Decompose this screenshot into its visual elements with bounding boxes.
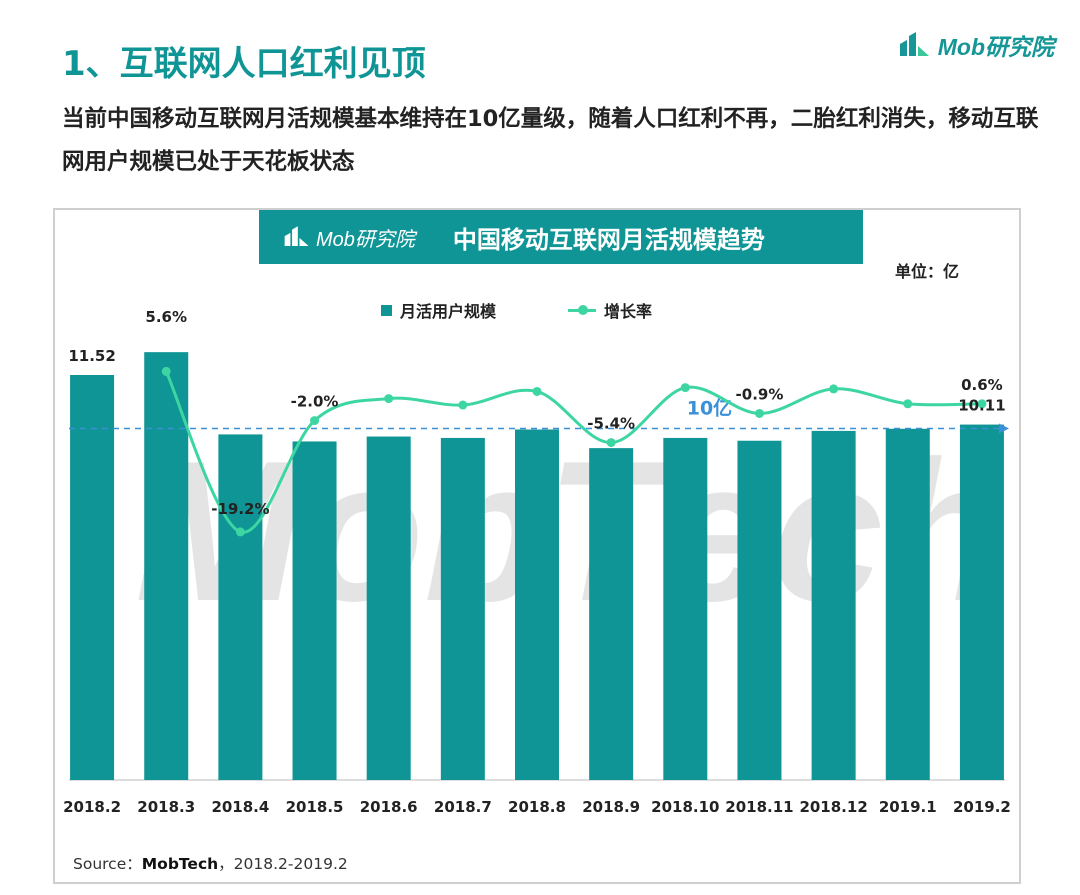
growth-rate-point	[829, 384, 839, 394]
source-org: MobTech	[141, 855, 219, 873]
x-tick-label: 2019.1	[879, 798, 937, 816]
source-note: Source：MobTech，2018.2-2019.2	[73, 852, 348, 874]
growth-rate-point	[310, 416, 320, 426]
chart-panel: MobTech 10亿 2018.2 11.52 2018.3 2018.4 2018.…	[53, 208, 1021, 884]
brand-logo-icon	[899, 32, 929, 56]
x-tick-label: 2018.11	[725, 798, 793, 816]
growth-rate-label: -0.9%	[736, 385, 784, 403]
growth-rate-label: -19.2%	[211, 500, 269, 518]
reference-label: 10亿	[687, 396, 732, 419]
growth-rate-point	[161, 366, 171, 376]
bar	[292, 441, 337, 780]
growth-rate-point	[384, 394, 394, 404]
growth-rate-point	[532, 386, 542, 396]
watermark-text: MobTech	[135, 420, 1005, 643]
x-tick-label: 2019.2	[953, 798, 1011, 816]
bar	[70, 375, 115, 780]
bar-data-label: 11.52	[68, 347, 115, 365]
legend-line-label: 增长率	[604, 302, 653, 321]
growth-rate-point	[754, 408, 764, 418]
bar	[589, 448, 634, 780]
bar	[218, 434, 263, 780]
bar	[885, 428, 930, 780]
x-tick-label: 2018.3	[137, 798, 195, 816]
bar	[737, 440, 782, 780]
bar	[440, 437, 485, 780]
chart-title-banner: Mob研究院 中国移动互联网月活规模趋势	[259, 210, 863, 264]
banner-brand: Mob研究院	[283, 223, 415, 252]
growth-rate-label: -5.4%	[587, 415, 635, 433]
bar	[959, 424, 1004, 780]
bar	[515, 429, 559, 780]
x-tick-label: 2018.12	[799, 798, 867, 816]
bar-data-label: 10.11	[958, 397, 1005, 415]
x-tick-label: 2018.5	[286, 798, 344, 816]
growth-rate-label: 5.6%	[145, 308, 187, 326]
legend-line-swatch	[568, 305, 597, 315]
x-tick-label: 2018.4	[211, 798, 269, 816]
page-subtitle: 当前中国移动互联网月活规模基本维持在10亿量级，随着人口红利不再，二胎红利消失，…	[62, 106, 1039, 175]
bar	[663, 437, 708, 780]
growth-rate-label: -2.0%	[291, 393, 339, 411]
growth-rate-point	[458, 400, 468, 410]
reference-arrow	[999, 423, 1009, 434]
chart-legend: 月活用户规模 增长率	[381, 298, 652, 322]
source-range: ，2018.2-2019.2	[218, 855, 348, 873]
source-prefix: Source：	[73, 855, 142, 873]
x-tick-label: 2018.9	[582, 798, 640, 816]
growth-rate-point	[903, 399, 913, 409]
banner-logo-icon	[284, 226, 309, 247]
brand-name: Mob研究院	[937, 34, 1054, 60]
x-tick-label: 2018.2	[63, 798, 121, 816]
bar	[811, 430, 856, 780]
growth-rate-point	[235, 527, 245, 537]
growth-rate-point	[680, 383, 690, 393]
brand-logo: Mob研究院	[898, 28, 1054, 62]
growth-rate-point	[606, 438, 616, 448]
legend-bar-label: 月活用户规模	[400, 302, 497, 321]
growth-rate-point	[977, 399, 987, 409]
x-tick-label: 2018.8	[508, 798, 566, 816]
page-title: 1、互联网人口红利见顶	[62, 44, 426, 84]
chart-title: 中国移动互联网月活规模趋势	[452, 225, 765, 254]
banner-brand-name: Mob研究院	[316, 228, 415, 251]
chart-canvas: MobTech 10亿 2018.2 11.52 2018.3 2018.4 2018.…	[63, 308, 1011, 816]
growth-rate-label: 0.6%	[961, 376, 1003, 394]
unit-label: 单位：亿	[895, 262, 960, 281]
bar	[366, 436, 411, 780]
x-tick-label: 2018.10	[651, 798, 719, 816]
legend-bar-swatch	[381, 304, 392, 316]
bar	[144, 352, 189, 780]
x-tick-label: 2018.7	[434, 798, 492, 816]
x-tick-label: 2018.6	[360, 798, 418, 816]
